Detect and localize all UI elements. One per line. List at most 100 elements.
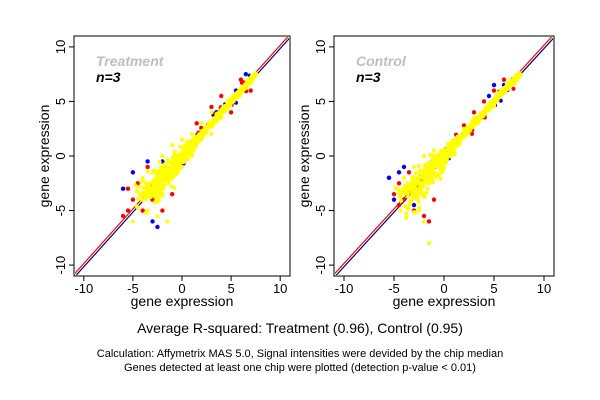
panel-1-title: Treatment: [96, 53, 165, 69]
panel-2-point-yellow: [452, 143, 456, 148]
panel-2-x-axis-label: gene expression: [393, 293, 496, 309]
panel-1-point-yellow: [171, 165, 176, 170]
panel-1-x-tick-label: -5: [127, 281, 139, 296]
panel-1-point-yellow: [189, 143, 194, 148]
panel-2-point-yellow: [427, 152, 432, 157]
panel-1-point-yellow: [189, 138, 194, 143]
panel-2-point-blue: [486, 93, 492, 99]
panel-1-point-yellow: [209, 121, 214, 126]
calculation-caption: Calculation: Affymetrix MAS 5.0, Signal …: [96, 348, 504, 360]
panel-2-point-yellow: [416, 175, 421, 180]
panel-2-point-yellow: [476, 118, 481, 123]
panel-2-point-yellow: [404, 211, 409, 216]
panel-1-y-tick-label: 0: [53, 152, 68, 159]
panel-2-x-tick-label: -10: [335, 281, 354, 296]
panel-1-point-red: [194, 121, 199, 126]
panel-2-point-yellow: [405, 194, 410, 199]
panel-2-point-yellow: [438, 176, 443, 181]
panel-1-point-red: [219, 93, 224, 99]
panel-2-point-yellow: [484, 107, 489, 112]
panel-2-point-yellow: [487, 102, 492, 107]
panel-1-point-yellow: [140, 197, 145, 202]
panel-1-point-yellow: [151, 192, 156, 197]
panel-1-point-blue: [130, 170, 136, 175]
panel-2-point-yellow: [438, 167, 443, 172]
panel-1-point-red: [130, 197, 136, 202]
panel-2-point-yellow: [422, 194, 427, 199]
panel-1-point-yellow: [199, 128, 204, 133]
panel-2-point-yellow: [447, 145, 452, 150]
panel-2-point-yellow: [462, 126, 466, 131]
panel-2-point-red: [471, 110, 477, 115]
panel-2-point-yellow: [405, 206, 410, 211]
panel-2-point-yellow: [466, 129, 471, 134]
panel-2-point-red: [396, 202, 402, 208]
panel-1-point-yellow: [136, 196, 141, 201]
panel-1-point-yellow: [134, 204, 139, 209]
panel-1-point-yellow: [199, 121, 204, 126]
panel-2-y-axis-label: gene expression: [296, 105, 312, 208]
panel-2-point-yellow: [412, 164, 416, 169]
panel-2-point-yellow: [397, 188, 402, 193]
panel-2-point-yellow: [413, 171, 418, 176]
panel-1-point-yellow: [186, 146, 191, 151]
panel-1-point-yellow: [157, 159, 162, 164]
panel-2-point-red: [391, 191, 397, 197]
panel-2-point-yellow: [416, 190, 421, 195]
panel-2-point-red: [421, 213, 427, 219]
panel-1-sample-size: n=3: [96, 69, 121, 85]
panel-1-point-yellow: [172, 152, 177, 157]
panel-1-point-yellow: [228, 103, 233, 108]
panel-1-point-yellow: [181, 150, 186, 155]
panel-1-point-yellow: [160, 154, 165, 158]
panel-1-point-blue: [150, 219, 155, 224]
panel-2-point-yellow: [482, 110, 486, 115]
panel-2-point-yellow: [418, 168, 423, 173]
panel-2-point-yellow: [435, 152, 440, 157]
panel-2-point-yellow: [405, 181, 410, 186]
panel-1-point-yellow: [178, 157, 183, 162]
panel-2-point-yellow: [422, 166, 427, 171]
panel-1-point-yellow: [150, 170, 155, 175]
panel-2-point-yellow: [468, 126, 473, 131]
panel-2-point-yellow: [452, 137, 456, 142]
panel-1-point-yellow: [172, 149, 177, 154]
panel-1-point-yellow: [253, 72, 258, 77]
panel-2-y-tick-label: -10: [313, 256, 328, 275]
panel-2-point-yellow: [425, 186, 430, 191]
panel-1-point-yellow: [167, 177, 172, 182]
panel-2-point-red: [426, 219, 432, 224]
panel-2-y-tick-label: -5: [313, 205, 328, 217]
panel-2-point-yellow: [512, 77, 516, 82]
panel-1-point-yellow: [143, 180, 148, 185]
panel-1-point-red: [169, 191, 175, 197]
panel-2-y-tick-label: 0: [313, 152, 328, 159]
panel-1-point-yellow: [145, 169, 150, 174]
panel-2-point-yellow: [394, 186, 399, 191]
panel-1-point-yellow: [199, 137, 204, 142]
panel-2-point-yellow: [422, 170, 426, 175]
panel-1-point-red: [125, 208, 131, 213]
panel-1-point-yellow: [238, 88, 243, 93]
panel-2-point-yellow: [416, 181, 421, 186]
panel-1-point-red: [145, 164, 150, 170]
panel-1-point-yellow: [160, 164, 165, 169]
panel-1-point-yellow: [174, 170, 179, 175]
panel-2-point-yellow: [405, 190, 410, 195]
panel-2-point-yellow: [423, 163, 428, 168]
panel-2-point-yellow: [426, 181, 431, 186]
panel-1-point-yellow: [248, 77, 253, 82]
panel-2-point-red: [491, 88, 497, 93]
panel-2-point-yellow: [399, 198, 404, 203]
panel-2-point-yellow: [430, 153, 435, 158]
panel-2-point-yellow: [442, 154, 446, 158]
panel-2-point-blue: [401, 164, 407, 170]
panel-1-point-yellow: [194, 137, 199, 142]
panel-1-point-blue: [155, 224, 160, 230]
panel-1-point-yellow: [133, 183, 138, 188]
panel-1-point-yellow: [220, 106, 225, 111]
panel-2-point-blue: [491, 82, 497, 88]
panel-2-point-yellow: [422, 176, 427, 181]
panel-1-point-yellow: [158, 192, 163, 197]
panel-1-point-yellow: [146, 181, 151, 186]
